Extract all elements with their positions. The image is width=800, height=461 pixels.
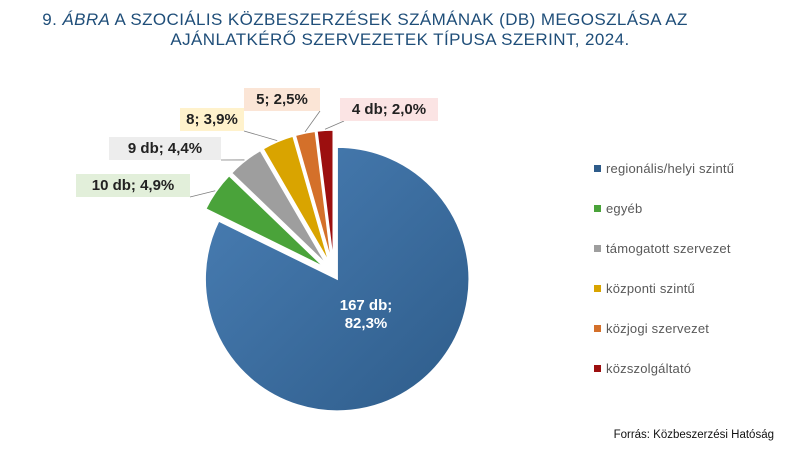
legend-swatch: [594, 204, 601, 212]
legend-swatch: [594, 244, 601, 252]
legend-swatch: [594, 364, 601, 372]
data-label-egyeb: 10 db; 4,9%: [92, 177, 175, 194]
data-label-box-egyeb: [76, 174, 190, 197]
data-label-kozszolgaltato: 4 db; 2,0%: [352, 101, 426, 118]
pie-slice-tamogatott-szervezet: [230, 149, 328, 266]
leader-line-kozszolgaltato: [324, 120, 345, 130]
legend-swatch: [594, 284, 601, 292]
source-note: Forrás: Közbeszerzési Hatóság: [613, 429, 774, 441]
title-line1: A SZOCIÁLIS KÖZBESZERZÉSEK SZÁMÁNAK (DB)…: [110, 10, 688, 29]
title-prefix: 9.: [42, 10, 63, 29]
chart-title: 9. ÁBRA A SZOCIÁLIS KÖZBESZERZÉSEK SZÁMÁ…: [0, 10, 800, 50]
legend-swatch: [594, 324, 601, 332]
legend-swatch: [594, 164, 601, 172]
pie-slice-kozszolgaltato: [316, 129, 335, 263]
data-label-kozponti-szintu: 8; 3,9%: [186, 111, 238, 128]
legend-item-kozszolgaltato: közszolgáltató: [594, 348, 734, 388]
legend-item-egyeb: egyéb: [594, 188, 734, 228]
data-label-kozjogi-szervezet: 5; 2,5%: [256, 91, 308, 108]
pie-slice-kozjogi-szervezet: [294, 130, 333, 263]
chart-legend: regionális/helyi szintű egyéb támogatott s…: [594, 148, 734, 388]
data-label-box-kozszolgaltato: [340, 98, 438, 121]
data-label-tamogatott-szervezet: 9 db; 4,4%: [128, 140, 202, 157]
leader-line-kozponti-szintu: [243, 130, 278, 141]
pie-slice-regionalis-helyi-szintu: [204, 146, 470, 412]
legend-item-kozjogi-szervezet: közjogi szervezet: [594, 308, 734, 348]
leader-line-kozjogi-szervezet: [304, 110, 321, 133]
legend-label: központi szintű: [606, 280, 695, 296]
legend-label: regionális/helyi szintű: [606, 160, 735, 176]
legend-item-tamogatott-szervezet: támogatott szervezet: [594, 228, 734, 268]
data-label-regionalis-helyi-szintu: 167 db; 82,3%: [340, 297, 393, 332]
leader-line-egyeb: [189, 190, 216, 198]
legend-item-regionalis-helyi-szintu: regionális/helyi szintű: [594, 148, 734, 188]
title-line2: AJÁNLATKÉRŐ SZERVEZETEK TÍPUSA SZERINT, …: [170, 30, 630, 49]
legend-label: támogatott szervezet: [606, 240, 731, 256]
legend-label: egyéb: [606, 200, 643, 216]
pie-slice-kozponti-szintu: [261, 135, 331, 264]
pie-slice-egyeb: [204, 174, 325, 268]
data-label-box-tamogatott-szervezet: [109, 137, 221, 160]
data-label-box-kozponti-szintu: [180, 108, 244, 131]
legend-label: közjogi szervezet: [606, 320, 710, 336]
data-label-box-kozjogi-szervezet: [244, 88, 320, 111]
legend-label: közszolgáltató: [606, 360, 692, 376]
title-figure-word: ÁBRA: [62, 10, 111, 29]
legend-item-kozponti-szintu: központi szintű: [594, 268, 734, 308]
